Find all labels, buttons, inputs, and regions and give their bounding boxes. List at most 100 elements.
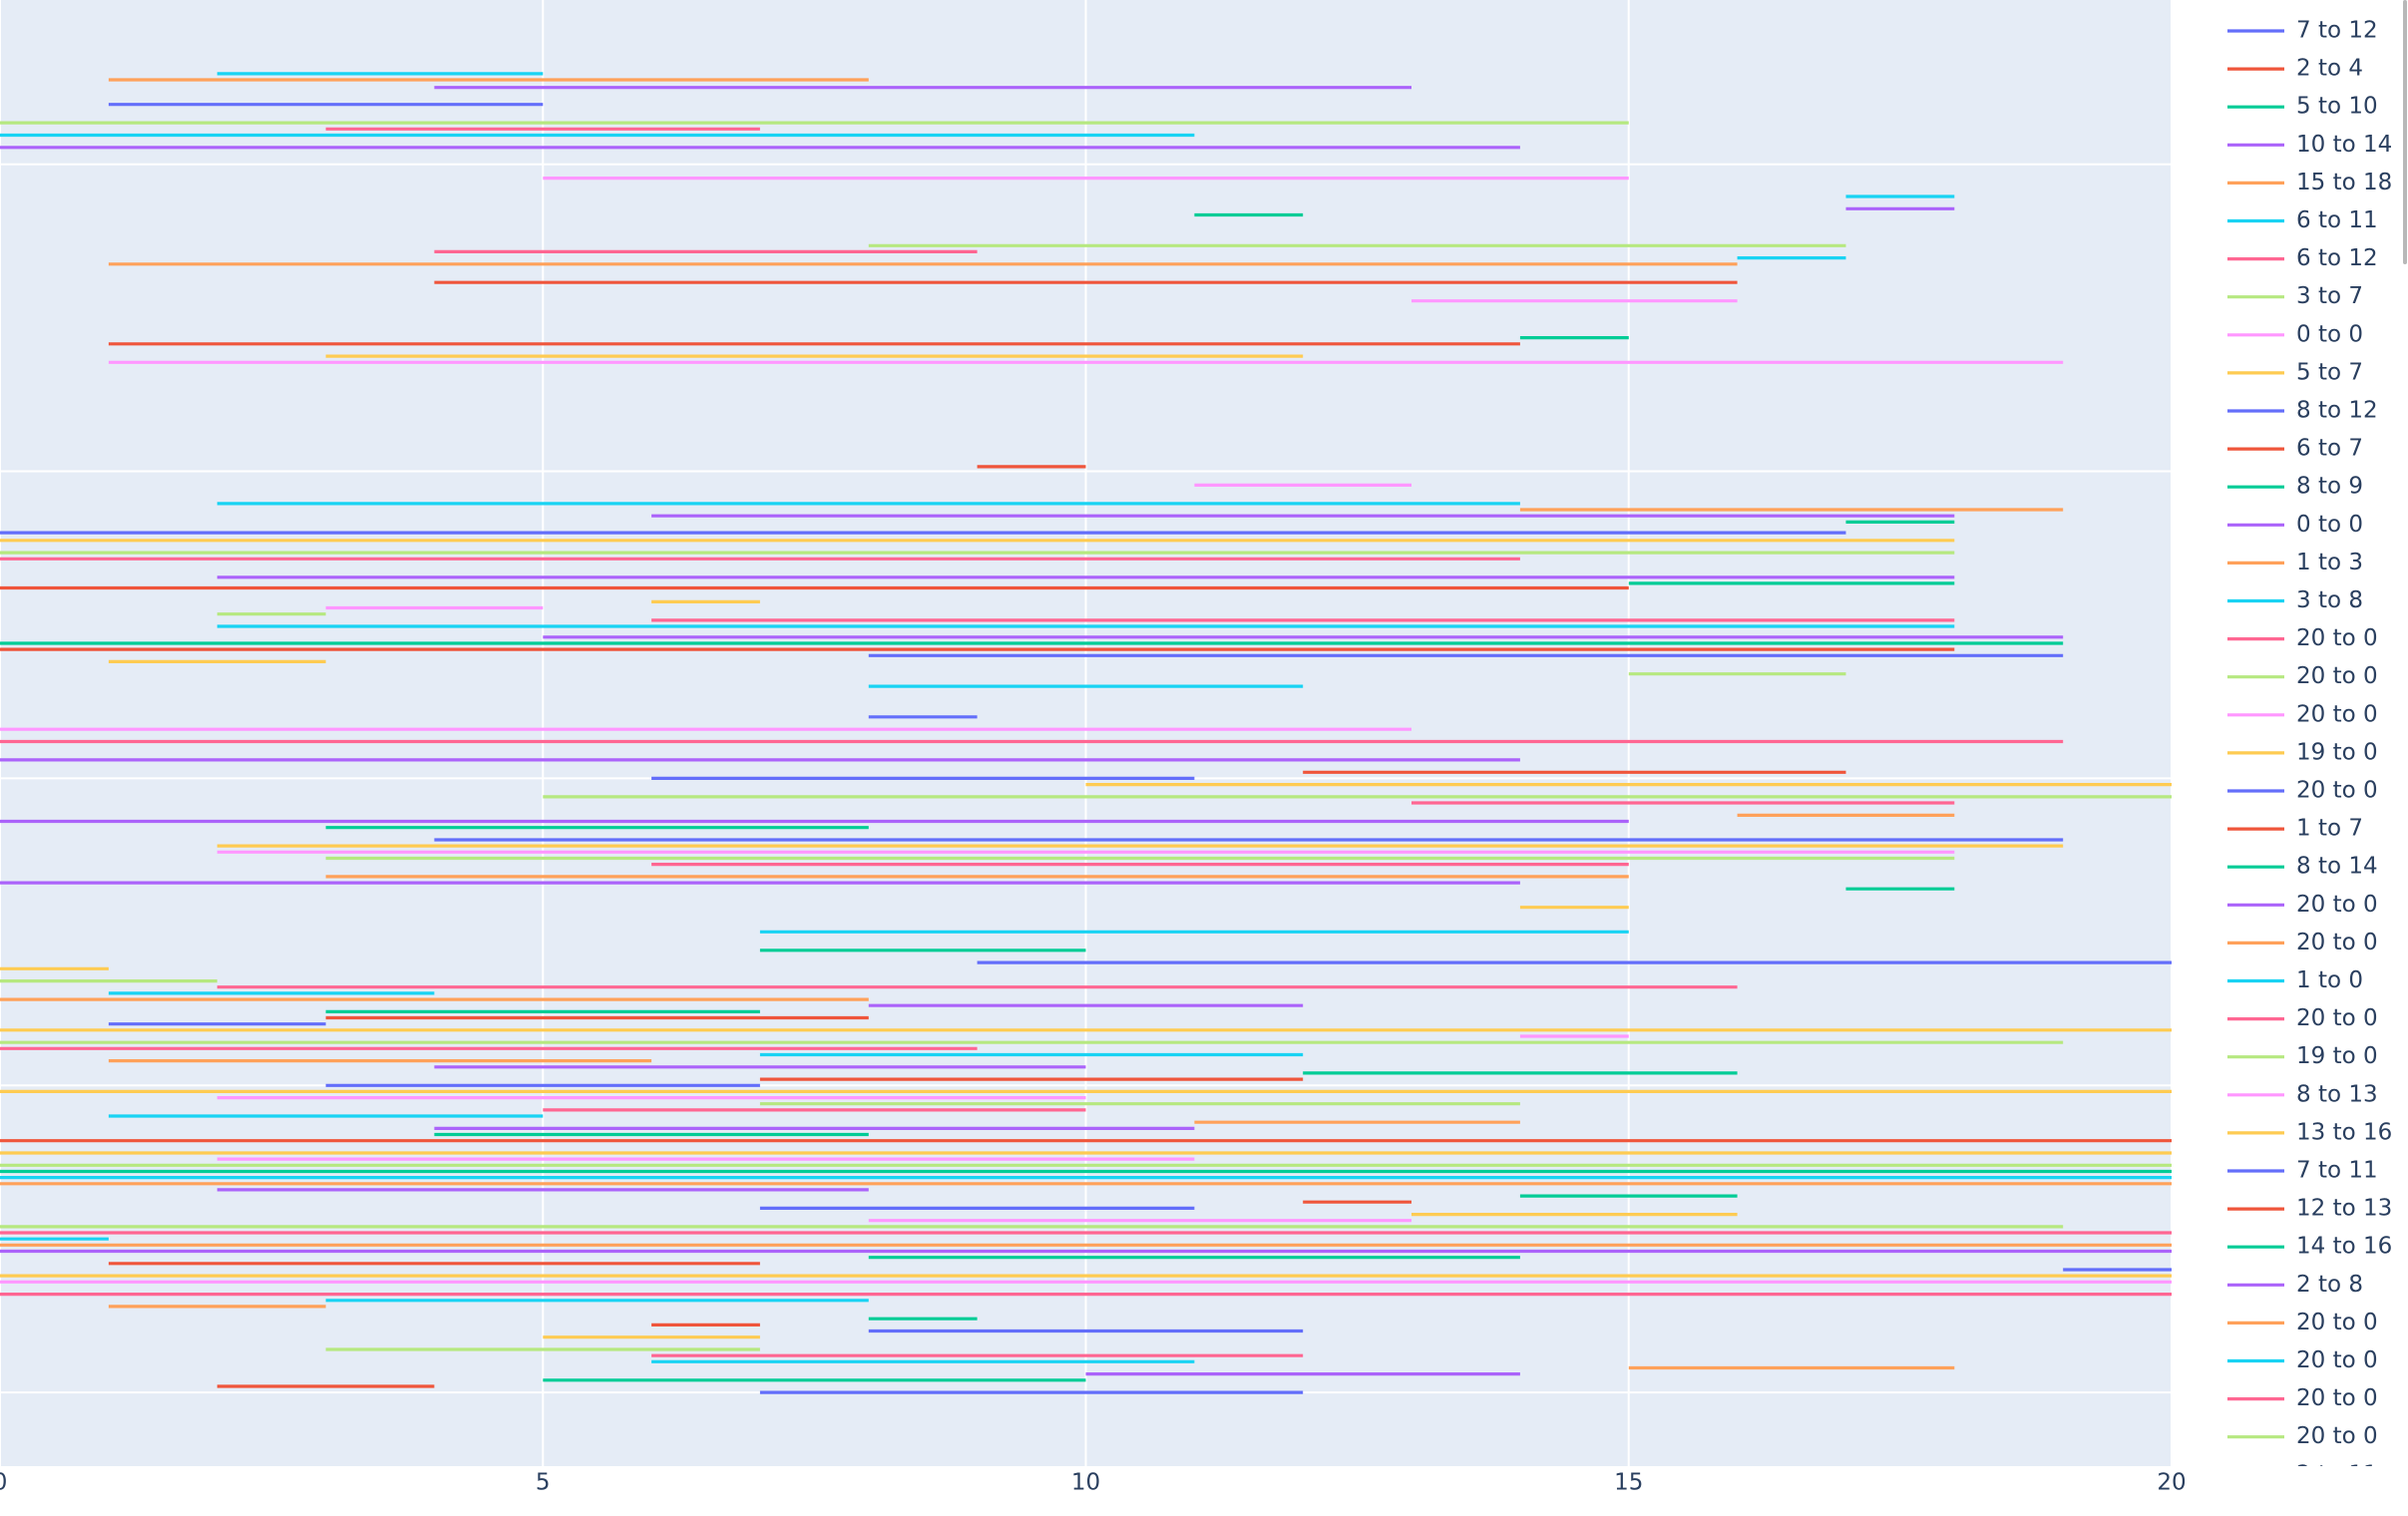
legend-item[interactable]: 2 to 4 (2227, 56, 2363, 82)
legend-item[interactable]: 1 to 0 (2227, 967, 2363, 993)
legend-item[interactable]: 20 to 0 (2227, 930, 2378, 955)
series-line (0, 133, 1955, 1303)
legend-label[interactable]: 13 to 16 (2296, 1119, 2392, 1145)
legend-label[interactable]: 2 to 4 (2296, 56, 2363, 82)
legend-item[interactable]: 6 to 7 (2227, 436, 2363, 462)
legend-item[interactable]: 5 to 7 (2227, 359, 2363, 385)
series-line (0, 599, 2172, 1217)
legend-item[interactable]: 20 to 0 (2227, 892, 2378, 918)
legend-label[interactable]: 14 to 16 (2296, 1234, 2392, 1260)
legend-item[interactable]: 10 to 14 (2227, 132, 2392, 158)
legend-item[interactable]: 2 to 11 (2227, 1461, 2378, 1487)
series-line (108, 508, 2064, 1309)
legend-item[interactable]: 8 to 9 (2227, 474, 2363, 500)
legend-label[interactable]: 12 to 13 (2296, 1196, 2392, 1222)
legend-item[interactable]: 19 to 0 (2227, 1043, 2378, 1069)
legend-label[interactable]: 8 to 14 (2296, 854, 2378, 880)
legend-item[interactable]: 6 to 11 (2227, 207, 2378, 233)
legend-item[interactable]: 20 to 0 (2227, 778, 2378, 804)
legend-item[interactable]: 8 to 13 (2227, 1081, 2378, 1107)
legend-label[interactable]: 0 to 0 (2296, 321, 2363, 347)
legend-label[interactable]: 3 to 7 (2296, 283, 2363, 309)
legend-label[interactable]: 8 to 13 (2296, 1081, 2378, 1107)
legend-item[interactable]: 15 to 18 (2227, 170, 2392, 195)
legend-item[interactable]: 3 to 8 (2227, 587, 2363, 613)
legend-label[interactable]: 1 to 3 (2296, 550, 2363, 575)
legend-label[interactable]: 0 to 0 (2296, 512, 2363, 538)
legend-item[interactable]: 8 to 12 (2227, 398, 2378, 424)
x-tick-label: 20 (2157, 1470, 2186, 1496)
legend-item[interactable]: 12 to 13 (2227, 1196, 2392, 1222)
legend-item[interactable]: 5 to 10 (2227, 94, 2378, 120)
legend-item[interactable]: 20 to 0 (2227, 663, 2378, 689)
legend-label[interactable]: 20 to 0 (2296, 1347, 2378, 1373)
series-line (0, 612, 2064, 1229)
legend-label[interactable]: 1 to 0 (2296, 967, 2363, 993)
legend-label[interactable]: 1 to 7 (2296, 816, 2363, 842)
series-line (868, 653, 2172, 1272)
legend-item[interactable]: 20 to 0 (2227, 1423, 2378, 1449)
series-line (434, 249, 1955, 1112)
series-line (108, 103, 1304, 1394)
plot-lines (0, 72, 2172, 1394)
series-line (108, 465, 1086, 1266)
legend-item[interactable]: 20 to 0 (2227, 1005, 2378, 1031)
x-tick-label: 10 (1071, 1470, 1100, 1496)
legend-label[interactable]: 2 to 11 (2296, 1461, 2378, 1487)
legend-label[interactable]: 6 to 12 (2296, 245, 2378, 271)
series-line (0, 262, 2172, 1247)
legend-item[interactable]: 20 to 0 (2227, 701, 2378, 727)
legend-label[interactable]: 20 to 0 (2296, 1423, 2378, 1449)
legend-item[interactable]: 0 to 0 (2227, 512, 2363, 538)
legend-label[interactable]: 7 to 12 (2296, 18, 2378, 44)
legend-label[interactable]: 8 to 9 (2296, 474, 2363, 500)
legend-item[interactable]: 7 to 12 (2227, 18, 2378, 44)
legend-label[interactable]: 20 to 0 (2296, 892, 2378, 918)
legend[interactable]: 7 to 12 2 to 4 5 to 10 10 to 14 15 to 18 6 to… (2227, 18, 2392, 1488)
legend-label[interactable]: 6 to 7 (2296, 436, 2363, 462)
legend-item[interactable]: 3 to 7 (2227, 283, 2363, 309)
legend-label[interactable]: 15 to 18 (2296, 170, 2392, 195)
legend-label[interactable]: 20 to 0 (2296, 1005, 2378, 1031)
legend-label[interactable]: 5 to 7 (2296, 359, 2363, 385)
legend-label[interactable]: 19 to 0 (2296, 739, 2378, 765)
legend-label[interactable]: 20 to 0 (2296, 663, 2378, 689)
legend-item[interactable]: 20 to 0 (2227, 1385, 2378, 1411)
legend-item[interactable]: 0 to 0 (2227, 321, 2363, 347)
legend-item[interactable]: 20 to 0 (2227, 625, 2378, 651)
legend-label[interactable]: 5 to 10 (2296, 94, 2378, 120)
legend-item[interactable]: 2 to 8 (2227, 1272, 2363, 1298)
series-line (0, 78, 2172, 1186)
legend-item[interactable]: 1 to 7 (2227, 816, 2363, 842)
legend-label[interactable]: 19 to 0 (2296, 1043, 2378, 1069)
series-line (0, 146, 2172, 1254)
legend-label[interactable]: 3 to 8 (2296, 587, 2363, 613)
legend-scrollbar[interactable] (2403, 0, 2407, 264)
x-tick-label: 5 (536, 1470, 551, 1496)
legend-label[interactable]: 20 to 0 (2296, 701, 2378, 727)
series-line (0, 72, 1520, 1241)
legend-item[interactable]: 7 to 11 (2227, 1158, 2378, 1184)
legend-label[interactable]: 20 to 0 (2296, 1310, 2378, 1335)
legend-item[interactable]: 13 to 16 (2227, 1119, 2392, 1145)
legend-item[interactable]: 20 to 0 (2227, 1310, 2378, 1335)
legend-label[interactable]: 20 to 0 (2296, 930, 2378, 955)
legend-item[interactable]: 14 to 16 (2227, 1234, 2392, 1260)
legend-label[interactable]: 10 to 14 (2296, 132, 2392, 158)
legend-label[interactable]: 8 to 12 (2296, 398, 2378, 424)
series-line (0, 539, 2172, 1339)
legend-item[interactable]: 19 to 0 (2227, 739, 2378, 765)
legend-item[interactable]: 20 to 0 (2227, 1347, 2378, 1373)
series-line (0, 127, 2064, 1357)
legend-label[interactable]: 7 to 11 (2296, 1158, 2378, 1184)
legend-label[interactable]: 2 to 8 (2296, 1272, 2363, 1298)
legend-label[interactable]: 6 to 11 (2296, 207, 2378, 233)
series-line (0, 299, 1738, 1161)
legend-item[interactable]: 1 to 3 (2227, 550, 2363, 575)
legend-item[interactable]: 8 to 14 (2227, 854, 2378, 880)
series-line (216, 177, 1629, 1100)
legend-label[interactable]: 20 to 0 (2296, 625, 2378, 651)
legend-label[interactable]: 20 to 0 (2296, 1385, 2378, 1411)
legend-item[interactable]: 6 to 12 (2227, 245, 2378, 271)
legend-label[interactable]: 20 to 0 (2296, 778, 2378, 804)
